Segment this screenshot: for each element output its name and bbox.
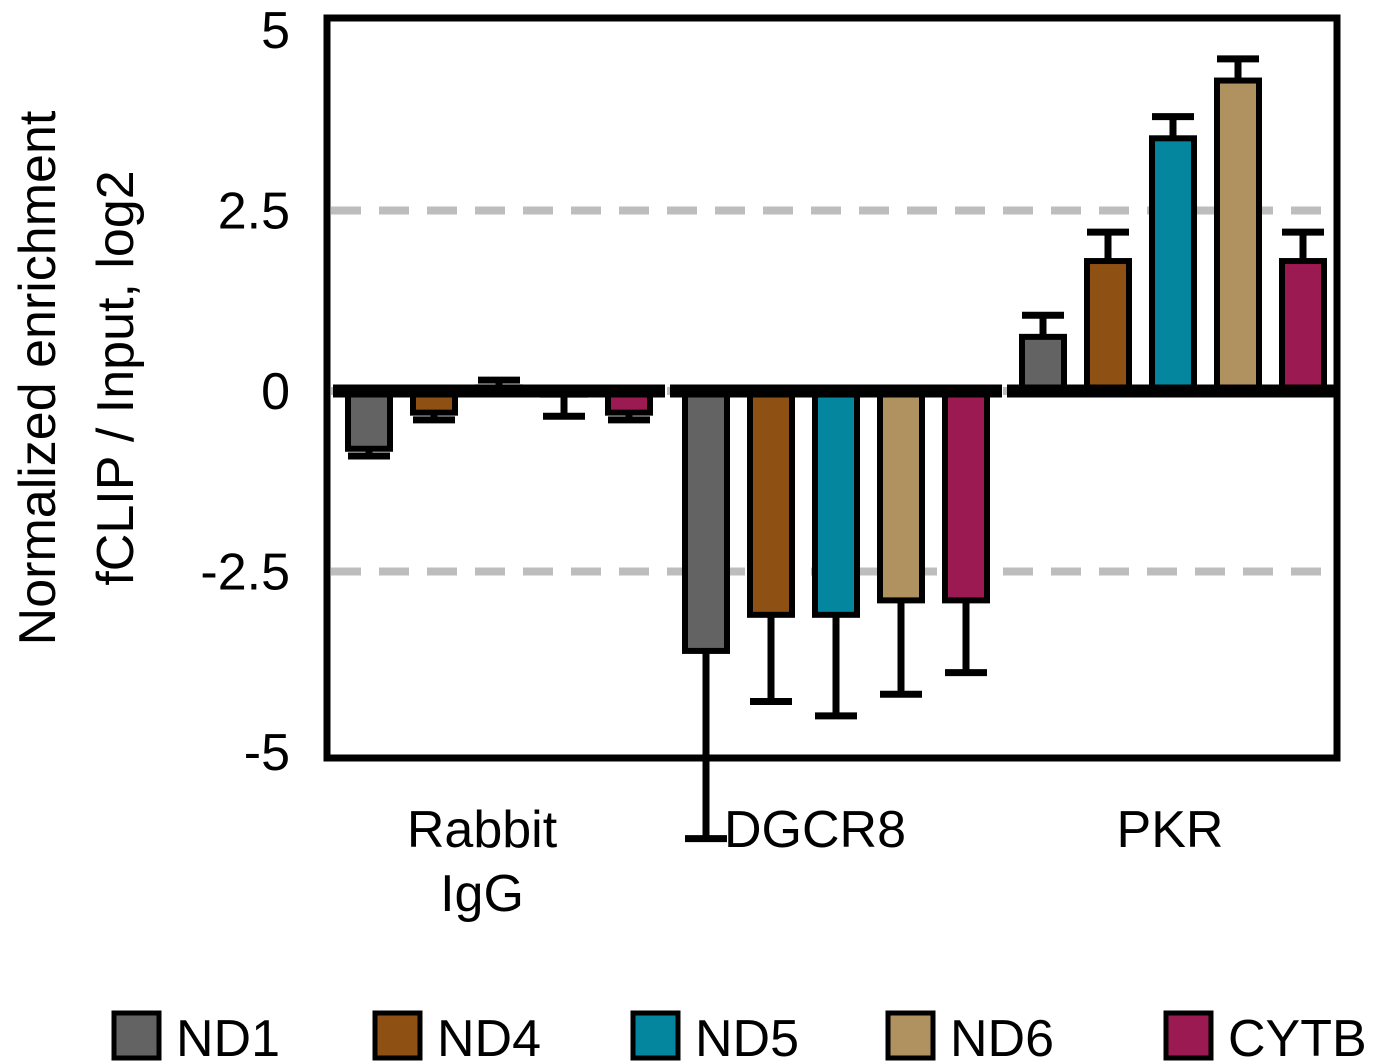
bar-nd6-1 xyxy=(877,388,925,604)
y-tick-label-0: 5 xyxy=(261,2,290,60)
legend-label-cytb: CYTB xyxy=(1228,1010,1367,1064)
legend-label-nd5: ND5 xyxy=(695,1010,799,1064)
plot-frame xyxy=(323,14,1341,762)
category-label-0-1: IgG xyxy=(440,865,524,923)
category-label-0-0: Rabbit xyxy=(407,801,558,859)
x-axis-categories: Rabbit IgG DGCR8 PKR xyxy=(407,801,1224,923)
bar-cytb-1 xyxy=(942,388,990,604)
legend: ND1 ND4 ND5 ND6 CYTB xyxy=(111,1010,1367,1064)
legend-swatch-nd4 xyxy=(372,1010,423,1061)
bar-nd5-1 xyxy=(812,388,860,618)
y-axis-label-line-1: fCLIP / Input, log2 xyxy=(87,170,145,585)
legend-label-nd6: ND6 xyxy=(950,1010,1054,1064)
bars-layer xyxy=(333,55,1339,843)
y-axis-ticks: 5 2.5 0 -2.5 -5 xyxy=(200,2,290,782)
legend-swatch-nd5 xyxy=(630,1010,681,1061)
legend-label-nd1: ND1 xyxy=(176,1010,280,1064)
legend-swatch-cytb xyxy=(1163,1010,1214,1061)
y-axis-label: Normalized enrichment fCLIP / Input, log2 xyxy=(9,110,145,645)
y-tick-label-4: -5 xyxy=(244,724,290,782)
legend-label-nd4: ND4 xyxy=(437,1010,541,1064)
legend-swatch-nd6 xyxy=(885,1010,936,1061)
y-tick-label-1: 2.5 xyxy=(218,183,290,241)
bar-nd4-1 xyxy=(747,388,795,618)
category-label-1-0: DGCR8 xyxy=(724,801,906,859)
legend-swatch-nd1 xyxy=(111,1010,162,1061)
category-label-2-0: PKR xyxy=(1117,801,1224,859)
bar-nd6-2 xyxy=(1214,77,1262,394)
bar-nd5-2 xyxy=(1149,135,1197,394)
bar-nd1-2 xyxy=(1019,333,1067,395)
bar-cytb-2 xyxy=(1279,258,1327,395)
bar-nd1-1 xyxy=(682,388,730,654)
bar-nd1-0 xyxy=(345,388,393,452)
y-axis-label-line-0: Normalized enrichment xyxy=(9,110,67,645)
y-tick-label-2: 0 xyxy=(261,363,290,421)
bar-nd4-2 xyxy=(1084,258,1132,395)
y-tick-label-3: -2.5 xyxy=(200,544,290,602)
